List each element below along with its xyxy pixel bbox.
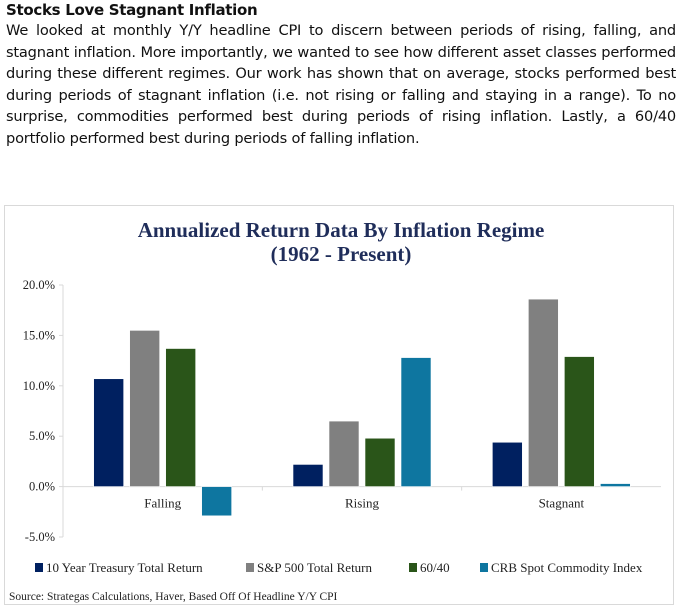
article-heading: Stocks Love Stagnant Inflation <box>6 1 258 19</box>
y-tick-label: 20.0% <box>23 278 55 292</box>
legend-label: CRB Spot Commodity Index <box>491 560 643 575</box>
x-category-label: Stagnant <box>539 496 585 511</box>
chart-source: Source: Strategas Calculations, Haver, B… <box>9 591 338 603</box>
x-category-label: Rising <box>345 496 379 511</box>
bar-rising-3 <box>400 357 432 487</box>
bar-falling-2 <box>165 348 196 487</box>
chart-subtitle: (1962 - Present) <box>271 242 412 266</box>
bar-stagnant-2 <box>564 356 595 487</box>
legend-swatch <box>409 563 417 572</box>
legend-label: 10 Year Treasury Total Return <box>46 560 203 575</box>
legend-swatch <box>480 563 488 572</box>
bars-group <box>93 298 631 517</box>
bar-rising-2 <box>364 437 396 487</box>
bar-falling-3 <box>201 486 232 517</box>
chart-title: Annualized Return Data By Inflation Regi… <box>138 218 545 242</box>
bar-rising-0 <box>292 464 324 487</box>
legend: 10 Year Treasury Total Return S&P 500 Tot… <box>35 560 643 575</box>
x-category-label: Falling <box>144 496 181 511</box>
bar-falling-0 <box>93 378 124 487</box>
y-axis: 20.0% 15.0% 10.0% 5.0% 0.0% -5.0% <box>23 278 64 544</box>
legend-swatch <box>35 563 43 572</box>
y-tick-label: -5.0% <box>25 530 55 544</box>
y-tick-label: 0.0% <box>29 480 55 494</box>
article-body: We looked at monthly Y/Y headline CPI to… <box>6 22 676 147</box>
bar-falling-1 <box>129 330 160 487</box>
y-tick-label: 15.0% <box>23 328 55 342</box>
bar-rising-1 <box>328 420 360 487</box>
bar-stagnant-0 <box>492 441 523 487</box>
legend-swatch <box>246 563 254 572</box>
legend-label: S&P 500 Total Return <box>257 560 373 575</box>
bar-chart: Annualized Return Data By Inflation Regi… <box>9 218 661 603</box>
y-tick-label: 5.0% <box>29 429 55 443</box>
bar-stagnant-3 <box>600 483 631 487</box>
bar-stagnant-1 <box>528 298 559 487</box>
legend-label: 60/40 <box>420 560 450 575</box>
y-tick-label: 10.0% <box>23 379 55 393</box>
x-axis: Falling Rising Stagnant <box>63 486 661 511</box>
chart-container: Annualized Return Data By Inflation Regi… <box>4 205 674 605</box>
